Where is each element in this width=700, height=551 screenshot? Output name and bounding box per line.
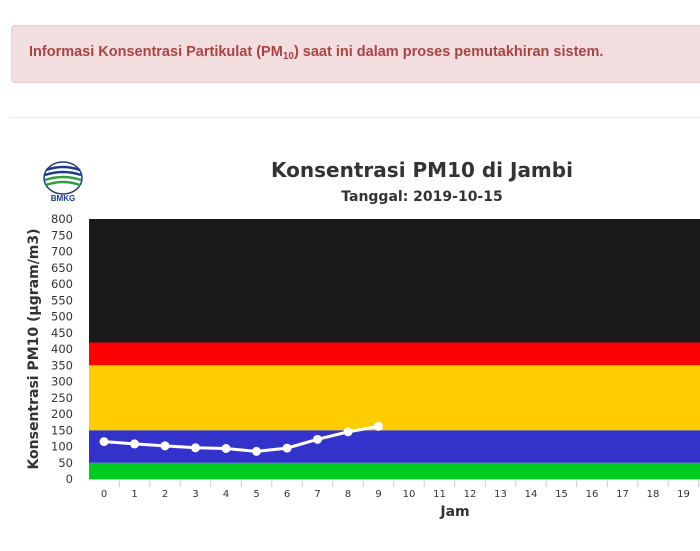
data-point[interactable]: [252, 446, 261, 456]
x-axis-label: Jam: [439, 504, 469, 520]
y-axis-label: Konsentrasi PM10 (µgram/m3): [26, 228, 42, 469]
svg-text:BMKG: BMKG: [51, 194, 75, 203]
x-tick-label: 16: [586, 489, 599, 500]
y-axis: 0 50 100 150 200 250 300 350 400 450 500 550 600 650 7…: [51, 212, 73, 486]
info-alert: Informasi Konsentrasi Partikulat (PM10) …: [11, 25, 700, 83]
y-tick-label: 200: [51, 407, 73, 421]
data-point[interactable]: [343, 427, 353, 437]
y-tick-label: 100: [51, 440, 73, 454]
data-point[interactable]: [160, 441, 170, 451]
data-point[interactable]: [374, 421, 383, 431]
x-axis: 0 1 2 3 4 5 6 7 8 9 10 11 12 13 14 15 16 17 18 19: [89, 479, 700, 500]
x-tick-label: 1: [131, 489, 137, 500]
divider: [11, 117, 700, 118]
aqi-band-2: [89, 365, 700, 431]
x-tick-label: 3: [192, 489, 198, 500]
x-tick-label: 18: [647, 489, 660, 500]
data-point[interactable]: [130, 439, 139, 449]
x-tick-label: 2: [162, 489, 168, 500]
x-tick-label: 7: [314, 489, 320, 500]
x-tick-label: 5: [253, 489, 259, 500]
chart-title: Konsentrasi PM10 di Jambi: [271, 158, 573, 182]
x-tick-label: 19: [677, 489, 690, 500]
x-tick-label: 11: [433, 489, 446, 500]
y-tick-label: 800: [51, 212, 73, 226]
y-tick-label: 650: [51, 261, 73, 275]
data-point[interactable]: [191, 443, 200, 453]
x-tick-label: 17: [616, 489, 629, 500]
alert-message: Informasi Konsentrasi Partikulat (PM10) …: [29, 44, 604, 62]
y-tick-label: 300: [51, 375, 73, 389]
y-tick-label: 450: [51, 326, 73, 340]
aqi-bands: [89, 219, 700, 479]
x-tick-label: 13: [494, 489, 507, 500]
x-tick-label: 6: [284, 489, 290, 500]
series-path: [103, 424, 379, 453]
x-tick-label: 8: [345, 489, 351, 500]
y-tick-label: 550: [51, 293, 73, 307]
x-tick-label: 0: [101, 489, 107, 500]
x-tick-label: 10: [403, 489, 416, 500]
aqi-band-0: [89, 462, 700, 479]
series-line: [99, 421, 383, 456]
y-tick-label: 750: [51, 228, 73, 242]
y-tick-label: 350: [51, 358, 73, 372]
bmkg-logo: BMKG: [43, 161, 83, 203]
y-tick-label: 500: [51, 310, 73, 324]
y-tick-label: 250: [51, 391, 73, 405]
y-tick-label: 0: [66, 472, 73, 486]
aqi-band-4: [89, 219, 700, 343]
x-tick-label: 4: [223, 489, 229, 500]
data-point[interactable]: [313, 434, 322, 444]
y-tick-label: 50: [58, 456, 73, 470]
data-point[interactable]: [221, 443, 231, 453]
x-tick-label: 15: [555, 489, 568, 500]
data-point[interactable]: [282, 443, 292, 453]
data-point[interactable]: [99, 437, 109, 447]
chart-subtitle: Tanggal: 2019-10-15: [341, 189, 502, 205]
y-tick-label: 150: [51, 423, 73, 437]
x-tick-label: 12: [464, 489, 477, 500]
x-tick-label: 9: [375, 489, 381, 500]
x-tick-label: 14: [525, 489, 538, 500]
y-tick-label: 700: [51, 245, 73, 259]
y-tick-label: 600: [51, 277, 73, 291]
y-tick-label: 400: [51, 342, 73, 356]
aqi-band-3: [89, 342, 700, 366]
